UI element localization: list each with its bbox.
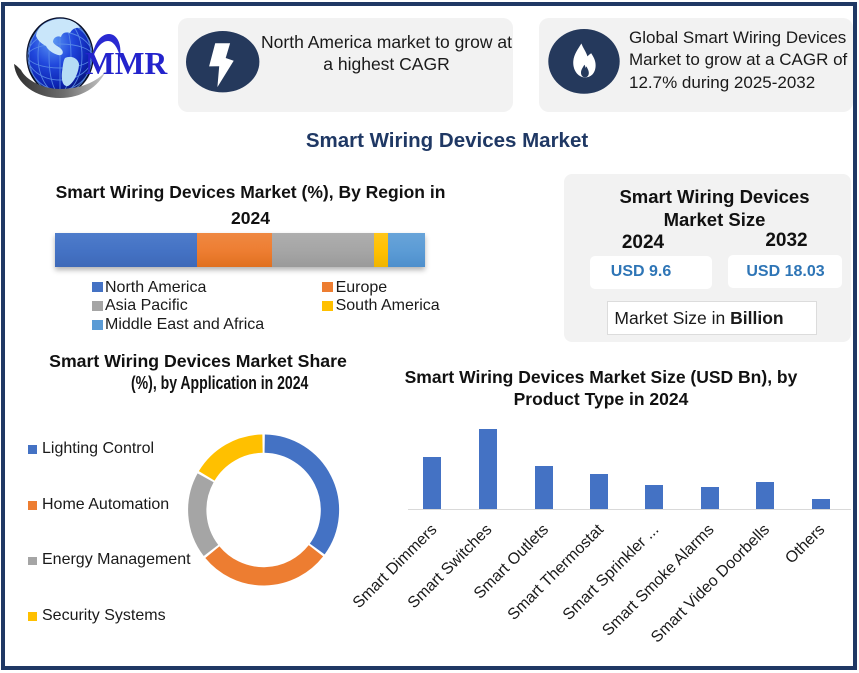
svg-text:MMR: MMR [85,46,168,81]
